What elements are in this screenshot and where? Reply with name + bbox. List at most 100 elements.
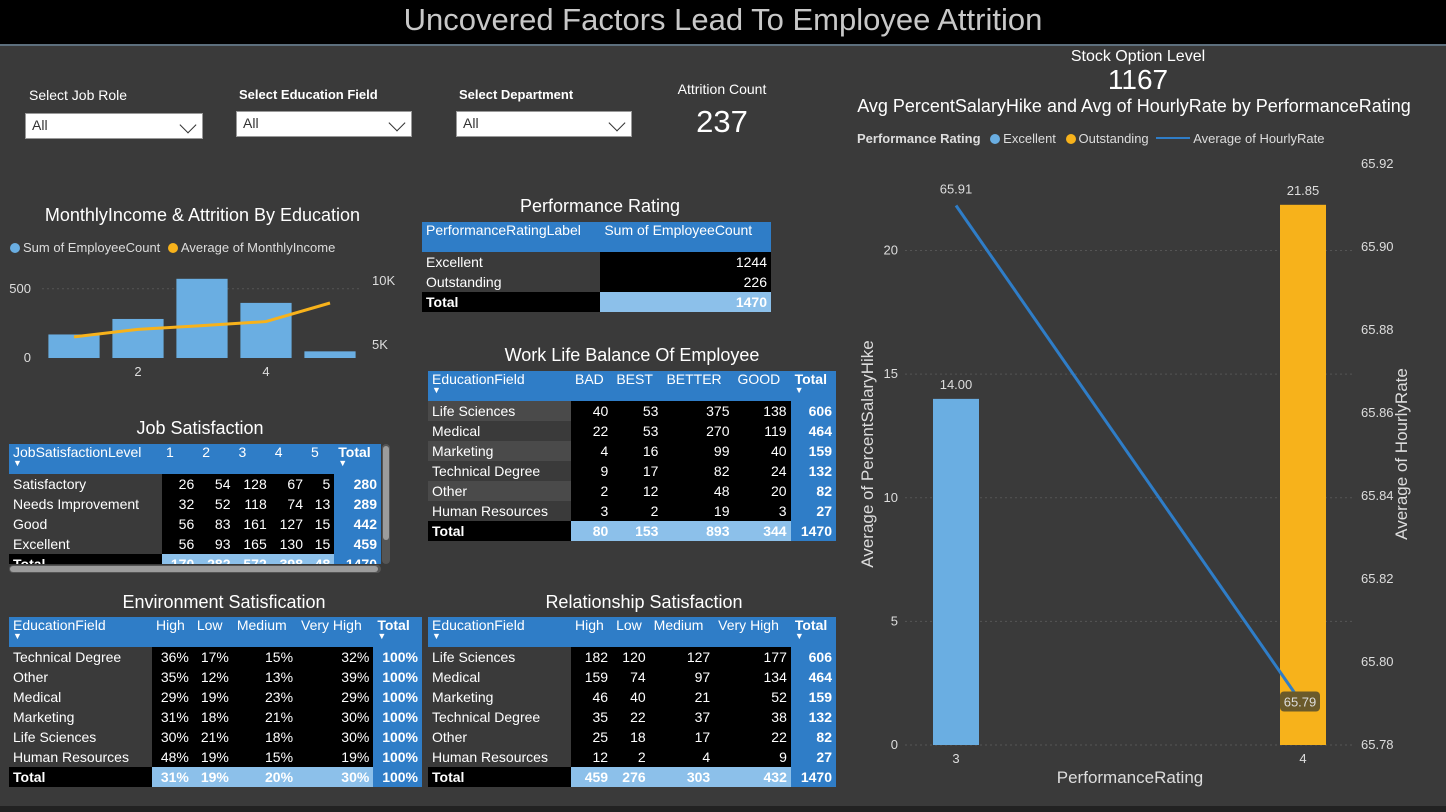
cell-value: 30% [297,707,374,727]
y-left-tick: 15 [884,366,898,381]
column-header[interactable]: Total ▼ [334,444,381,474]
legend-outstanding: Outstanding [1078,131,1149,146]
cell-value: 9 [714,747,791,767]
column-header[interactable]: 1 [162,444,199,474]
total-row: Total 80 153 893 344 1470 [428,521,836,541]
scrollbar-thumb[interactable] [10,566,378,572]
column-header[interactable]: High [152,617,193,647]
cell-value: 12 [612,481,663,501]
total-value: 282 [198,554,235,564]
column-header[interactable]: PerformanceRatingLabel [422,222,601,252]
vertical-scrollbar[interactable] [382,444,390,564]
column-header[interactable]: BETTER [662,371,734,401]
column-header-label: Low [196,617,223,633]
total-value: 30% [297,767,374,787]
column-header[interactable]: 4 [270,444,307,474]
column-header[interactable]: BAD [571,371,613,401]
cell-value: 2 [571,481,613,501]
cell-value: 606 [790,647,836,667]
total-row: Total 170 282 572 398 48 1470 [9,554,381,564]
education-field-slicer[interactable]: All [236,111,412,137]
cell-value: 74 [270,494,307,514]
y-left-tick: 0 [24,350,31,365]
cell-value: 46 [571,687,613,707]
cell-value: 36% [152,647,193,667]
cell-value: 82 [790,481,836,501]
cell-value: 27 [790,747,836,767]
attrition-count-value: 237 [696,104,748,139]
column-header[interactable]: EducationField ▼ [9,617,152,647]
horizontal-scrollbar[interactable] [9,565,381,573]
cell-value: 159 [571,667,613,687]
cell-value: 15 [307,534,335,554]
cell-value: 35% [152,667,193,687]
cell-value: 17 [612,461,663,481]
row-label: Needs Improvement [13,496,140,512]
total-value: 276 [612,767,650,787]
column-header[interactable]: 5 [307,444,335,474]
column-header[interactable]: Sum of EmployeeCount [600,222,771,252]
column-header-label: Total [794,371,827,387]
scrollbar-thumb[interactable] [383,446,389,540]
cell-value: 22 [571,421,613,441]
total-value: 20% [232,767,298,787]
total-value: 398 [270,554,307,564]
row-label: Other [13,669,49,685]
column-header[interactable]: Low [612,617,650,647]
column-header[interactable]: EducationField ▼ [428,371,571,401]
column-header[interactable]: Low [192,617,233,647]
column-header-label: BETTER [666,371,722,387]
income-chart-legend: Sum of EmployeeCount Average of MonthlyI… [10,240,335,255]
column-header[interactable]: 2 [198,444,235,474]
performance-combo-chart: 0 5 10 15 20 65.78 65.80 65.82 65.84 65.86 65.88 65… [858,156,1411,787]
row-label: Marketing [428,441,571,461]
y-left-tick: 10 [884,490,898,505]
total-label: Total [9,767,152,787]
column-header[interactable]: GOOD [733,371,791,401]
column-header[interactable]: Total ▼ [790,371,836,401]
cell-value: 165 [234,534,271,554]
cell-value: 100% [373,747,422,767]
total-value: 1470 [600,292,771,312]
cell-value: 17% [192,647,233,667]
department-slicer[interactable]: All [456,111,632,137]
cell-value: 19% [192,747,233,767]
column-header[interactable]: Medium [232,617,298,647]
column-header[interactable]: 3 [234,444,271,474]
cell-value: 3 [571,501,613,521]
column-header[interactable]: EducationField ▼ [428,617,571,647]
row-label: Medical [432,423,481,439]
total-value: 170 [162,554,199,564]
cell-value: 442 [334,514,381,534]
table-row: Marketing 46 40 21 52 159 [428,687,836,707]
table-row: Human Resources 48% 19% 15% 19% 100% [9,747,422,767]
cell-value: 18 [612,727,650,747]
cell-value: 53 [612,401,663,421]
cell-value: 3 [733,501,791,521]
cell-value: 128 [234,474,271,494]
column-header[interactable]: High [571,617,613,647]
row-label: Life Sciences [432,649,516,665]
column-header[interactable]: Very High [297,617,374,647]
education-field-slicer-value: All [243,115,259,131]
column-header-label: 5 [311,444,319,460]
cell-value: 132 [790,461,836,481]
column-header[interactable]: Total ▼ [373,617,422,647]
total-value: 48 [307,554,335,564]
column-header[interactable]: Medium [649,617,715,647]
column-header-label: BAD [575,371,604,387]
cell-value: 21 [649,687,715,707]
column-header[interactable]: BEST [612,371,663,401]
row-label: Life Sciences [13,729,97,745]
cell-value: 120 [612,647,650,667]
jobsat-table-viewport[interactable]: JobSatisfactionLevel ▼ 1 2 3 4 5 Total ▼ Satisfac… [9,444,381,564]
column-header[interactable]: Very High [714,617,791,647]
job-role-slicer[interactable]: All [25,113,203,139]
column-header[interactable]: Total ▼ [790,617,836,647]
column-header[interactable]: JobSatisfactionLevel ▼ [9,444,162,474]
line-label-bg [1280,691,1320,712]
department-slicer-value: All [463,115,479,131]
chevron-down-icon [608,114,626,132]
y-right-tick: 65.86 [1361,405,1394,420]
cell-value: 2 [612,501,663,521]
